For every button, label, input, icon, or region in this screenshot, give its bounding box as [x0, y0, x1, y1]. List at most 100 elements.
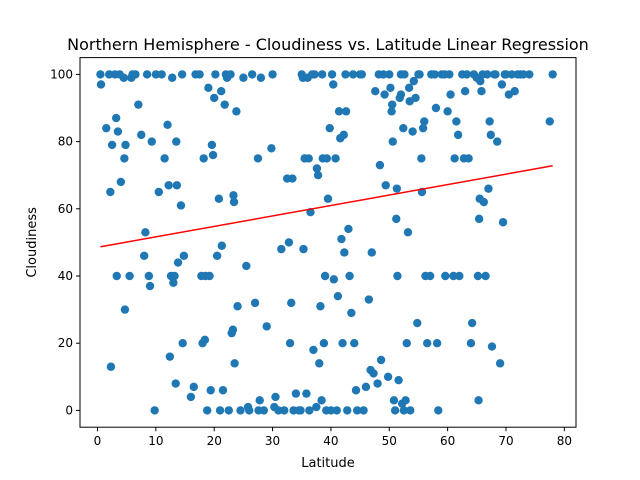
data-point	[375, 160, 385, 170]
data-point	[400, 70, 409, 79]
data-point	[211, 70, 220, 79]
data-point	[327, 70, 337, 79]
data-point	[387, 100, 397, 109]
data-point	[309, 345, 318, 355]
data-point	[215, 406, 225, 415]
data-point	[142, 70, 152, 79]
data-point	[139, 251, 149, 261]
data-point	[203, 406, 212, 415]
data-point	[277, 244, 286, 254]
data-point	[107, 140, 117, 150]
data-point	[334, 107, 344, 116]
data-point	[134, 100, 143, 109]
x-tick-label: 50	[382, 434, 397, 448]
data-point	[322, 154, 332, 163]
data-point	[386, 83, 395, 93]
data-point	[214, 194, 224, 203]
data-point	[111, 113, 121, 123]
data-point	[481, 271, 490, 281]
data-point	[333, 291, 343, 301]
data-point	[173, 258, 183, 267]
data-point	[476, 76, 485, 86]
data-point	[147, 137, 156, 146]
data-point	[380, 90, 389, 99]
data-point	[195, 70, 204, 79]
data-point	[212, 251, 222, 261]
data-point	[226, 70, 235, 79]
data-point	[376, 355, 386, 365]
data-point	[392, 214, 401, 224]
data-point	[233, 302, 242, 311]
data-point	[121, 140, 130, 150]
data-point	[399, 406, 409, 415]
data-point	[420, 117, 429, 126]
data-point	[312, 402, 321, 412]
data-point	[411, 93, 420, 103]
data-point	[393, 271, 402, 281]
data-point	[371, 87, 380, 96]
data-point	[325, 123, 334, 133]
data-point	[525, 70, 534, 79]
data-point	[232, 107, 241, 116]
data-point	[218, 386, 228, 395]
data-point	[479, 197, 489, 207]
data-point	[507, 70, 517, 79]
data-point	[392, 184, 402, 193]
data-point	[431, 103, 441, 113]
data-point	[253, 154, 263, 163]
data-point	[229, 197, 239, 207]
data-point	[245, 406, 254, 415]
data-point	[331, 154, 340, 163]
data-point	[106, 187, 115, 197]
data-point	[359, 406, 368, 415]
x-tick-label: 60	[440, 434, 455, 448]
data-point	[343, 406, 352, 415]
data-point	[326, 406, 336, 415]
data-point	[288, 174, 297, 183]
data-point	[418, 123, 428, 133]
data-point	[443, 107, 452, 116]
data-point	[404, 83, 414, 93]
x-axis-label: Latitude	[301, 456, 355, 471]
data-point	[312, 164, 322, 173]
data-point	[206, 386, 215, 395]
data-point	[205, 271, 214, 281]
data-point	[220, 100, 229, 109]
x-axis-ticks: 0 10 20 30 40 50 60 70 80	[94, 427, 572, 448]
data-point	[338, 339, 347, 348]
data-point	[394, 375, 403, 385]
data-point	[493, 137, 502, 146]
data-point	[364, 295, 374, 304]
data-point	[548, 70, 557, 79]
data-point	[113, 127, 123, 136]
data-point	[320, 271, 330, 281]
data-point	[423, 339, 432, 348]
data-point	[381, 181, 390, 190]
data-point	[519, 70, 528, 79]
data-point	[102, 123, 111, 133]
data-point	[446, 90, 455, 99]
data-point	[474, 396, 483, 405]
y-axis-ticks: 0 20 40 60 80 100	[50, 67, 80, 417]
data-point	[485, 117, 494, 126]
data-point	[259, 406, 269, 415]
data-point	[390, 406, 400, 415]
y-tick-label: 20	[58, 336, 73, 350]
data-point	[497, 80, 507, 89]
data-point	[460, 87, 470, 96]
data-point	[339, 130, 348, 140]
data-point	[452, 117, 461, 126]
data-point	[467, 318, 477, 328]
x-tick-label: 70	[498, 434, 513, 448]
data-point	[200, 335, 210, 345]
data-point	[352, 406, 362, 415]
data-point	[256, 73, 266, 82]
data-point	[383, 372, 393, 381]
data-point	[250, 298, 260, 308]
data-point	[141, 228, 150, 237]
data-point	[199, 154, 208, 163]
data-point	[287, 298, 296, 308]
data-point	[171, 379, 180, 388]
data-point	[217, 241, 226, 250]
